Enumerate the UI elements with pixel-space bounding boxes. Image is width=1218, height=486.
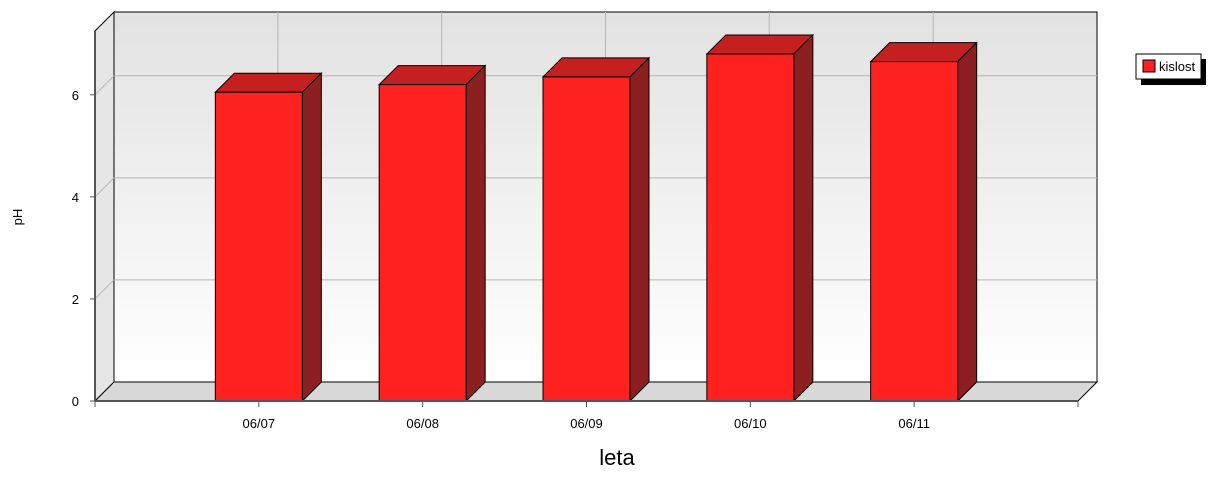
- bar-front: [870, 61, 959, 402]
- bar-front: [542, 76, 631, 402]
- legend: kislost: [1135, 53, 1206, 85]
- bar-front: [378, 84, 467, 402]
- x-tick-label: 06/09: [570, 416, 603, 431]
- bar-side: [301, 72, 322, 403]
- bar-06/07: [214, 72, 323, 403]
- y-tick-label: 2: [72, 292, 79, 307]
- bar-front: [706, 53, 795, 402]
- bar-side: [793, 33, 814, 403]
- x-tick-label: 06/10: [734, 416, 767, 431]
- bar-06/11: [869, 41, 978, 403]
- y-tick-label: 0: [72, 394, 79, 409]
- y-axis-label: pH: [10, 209, 25, 226]
- bar-front: [214, 91, 303, 402]
- bar-06/10: [705, 33, 815, 403]
- bar-side: [465, 64, 486, 403]
- x-axis-label: leta: [599, 445, 635, 470]
- grid-line-wall: [94, 279, 115, 300]
- legend-swatch-kislost: [1142, 59, 1156, 73]
- bar-side: [629, 56, 650, 403]
- bar-06/08: [377, 64, 487, 403]
- legend-label-kislost: kislost: [1159, 59, 1196, 74]
- y-tick-label: 4: [72, 190, 79, 205]
- bar-06/09: [541, 56, 651, 403]
- grid-line-wall: [94, 75, 115, 96]
- grid-line-wall: [94, 177, 115, 198]
- left-wall: [94, 10, 115, 403]
- y-tick-label: 6: [72, 88, 79, 103]
- bar-side: [957, 41, 978, 403]
- x-tick-label: 06/11: [898, 416, 930, 431]
- x-tick-label: 06/08: [406, 416, 439, 431]
- x-tick-label: 06/07: [243, 416, 276, 431]
